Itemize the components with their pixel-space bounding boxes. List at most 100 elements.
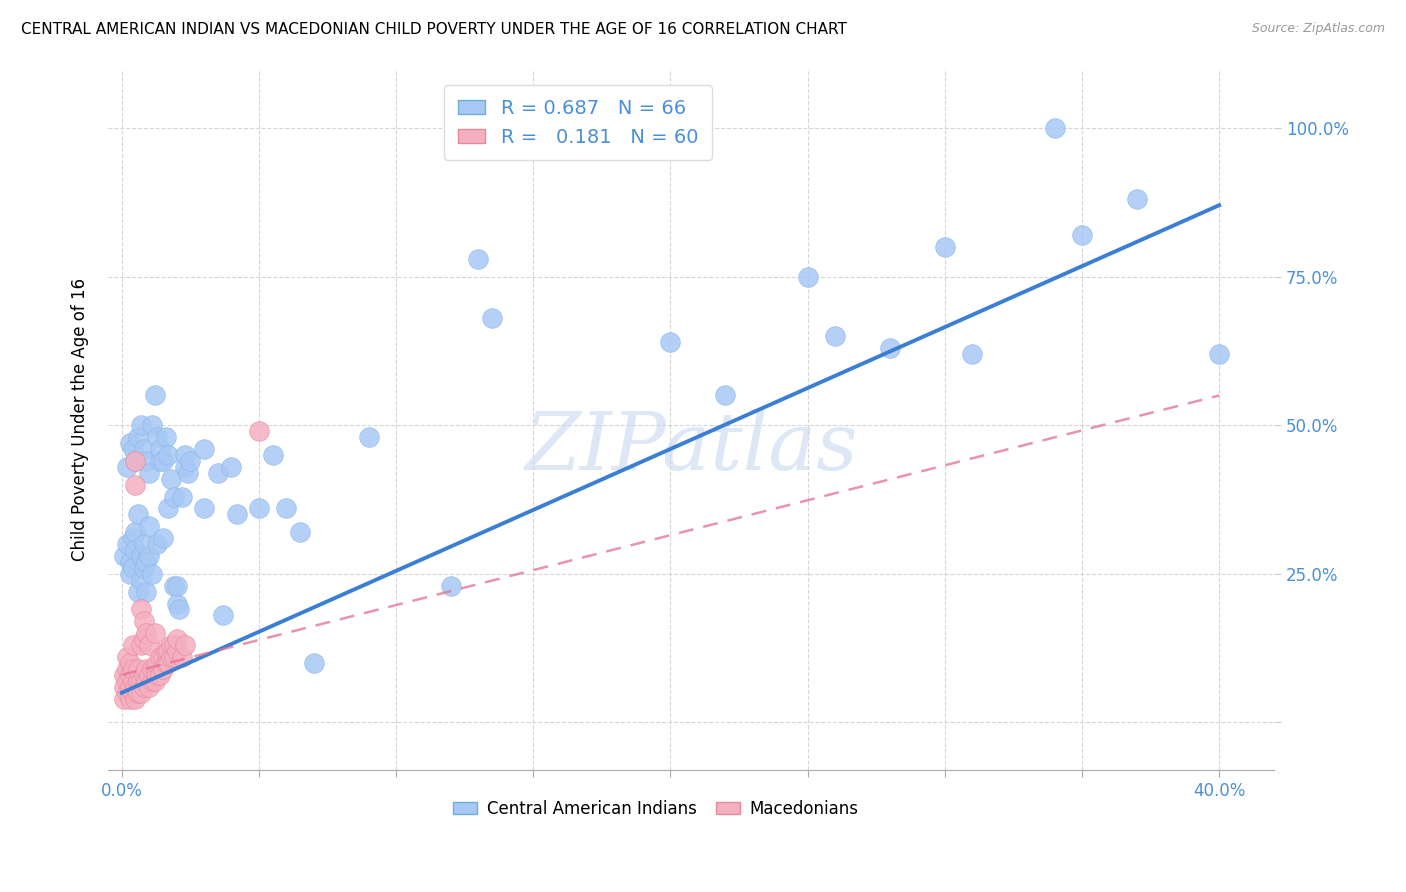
Text: Source: ZipAtlas.com: Source: ZipAtlas.com	[1251, 22, 1385, 36]
Point	[226, 508, 249, 522]
Point	[132, 680, 155, 694]
Point	[247, 424, 270, 438]
Point	[141, 418, 163, 433]
Point	[302, 656, 325, 670]
Point	[114, 668, 136, 682]
Point	[212, 608, 235, 623]
Point	[138, 549, 160, 563]
Point	[934, 240, 956, 254]
Point	[166, 632, 188, 647]
Point	[118, 566, 141, 581]
Point	[124, 454, 146, 468]
Point	[221, 459, 243, 474]
Point	[127, 508, 149, 522]
Point	[121, 673, 143, 688]
Point	[163, 650, 186, 665]
Point	[157, 448, 180, 462]
Point	[115, 686, 138, 700]
Point	[114, 680, 136, 694]
Point	[127, 662, 149, 676]
Point	[160, 650, 183, 665]
Point	[121, 531, 143, 545]
Point	[138, 668, 160, 682]
Point	[135, 626, 157, 640]
Point	[262, 448, 284, 462]
Point	[129, 686, 152, 700]
Point	[149, 454, 172, 468]
Point	[166, 579, 188, 593]
Point	[146, 668, 169, 682]
Point	[138, 638, 160, 652]
Point	[155, 644, 177, 658]
Point	[796, 269, 818, 284]
Point	[714, 388, 737, 402]
Point	[170, 650, 193, 665]
Point	[146, 537, 169, 551]
Point	[166, 644, 188, 658]
Point	[143, 388, 166, 402]
Point	[1208, 347, 1230, 361]
Point	[481, 311, 503, 326]
Point	[173, 459, 195, 474]
Point	[118, 691, 141, 706]
Point	[115, 650, 138, 665]
Point	[143, 626, 166, 640]
Point	[173, 638, 195, 652]
Point	[132, 668, 155, 682]
Point	[138, 466, 160, 480]
Point	[160, 638, 183, 652]
Y-axis label: Child Poverty Under the Age of 16: Child Poverty Under the Age of 16	[72, 277, 89, 561]
Point	[135, 555, 157, 569]
Point	[135, 584, 157, 599]
Point	[157, 501, 180, 516]
Point	[118, 656, 141, 670]
Point	[176, 466, 198, 480]
Point	[135, 673, 157, 688]
Point	[124, 691, 146, 706]
Point	[1126, 192, 1149, 206]
Point	[132, 561, 155, 575]
Point	[163, 490, 186, 504]
Point	[118, 436, 141, 450]
Point	[179, 454, 201, 468]
Point	[118, 680, 141, 694]
Point	[247, 501, 270, 516]
Point	[118, 555, 141, 569]
Point	[135, 662, 157, 676]
Point	[166, 597, 188, 611]
Point	[824, 329, 846, 343]
Point	[143, 662, 166, 676]
Point	[207, 466, 229, 480]
Point	[127, 673, 149, 688]
Legend: Central American Indians, Macedonians: Central American Indians, Macedonians	[447, 794, 866, 825]
Point	[357, 430, 380, 444]
Point	[440, 579, 463, 593]
Point	[141, 673, 163, 688]
Point	[129, 418, 152, 433]
Point	[132, 442, 155, 456]
Point	[115, 662, 138, 676]
Point	[163, 638, 186, 652]
Point	[135, 454, 157, 468]
Point	[152, 454, 174, 468]
Point	[127, 584, 149, 599]
Point	[141, 662, 163, 676]
Point	[193, 501, 215, 516]
Point	[115, 459, 138, 474]
Point	[160, 472, 183, 486]
Point	[121, 442, 143, 456]
Point	[121, 686, 143, 700]
Point	[149, 650, 172, 665]
Point	[879, 341, 901, 355]
Point	[152, 531, 174, 545]
Point	[124, 543, 146, 558]
Point	[155, 656, 177, 670]
Point	[157, 644, 180, 658]
Point	[960, 347, 983, 361]
Point	[143, 673, 166, 688]
Point	[124, 477, 146, 491]
Point	[127, 430, 149, 444]
Point	[124, 454, 146, 468]
Point	[121, 662, 143, 676]
Point	[146, 656, 169, 670]
